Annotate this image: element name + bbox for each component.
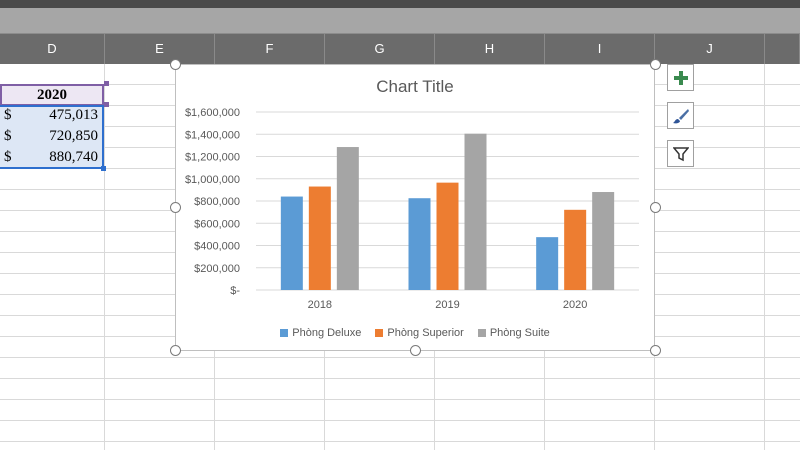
- column-header-h[interactable]: H: [435, 34, 545, 64]
- legend-label: Phòng Superior: [387, 327, 464, 339]
- legend-label: Phòng Deluxe: [292, 327, 362, 339]
- chart-filters-button[interactable]: [667, 140, 694, 167]
- column-header-k[interactable]: [765, 34, 800, 64]
- legend-label: Phòng Suite: [489, 327, 550, 339]
- chart-area[interactable]: Chart Title $- $200,000 $400,000 $600,000 $8…: [175, 64, 655, 351]
- row-gridline: [0, 357, 800, 358]
- resize-handle-top-left[interactable]: [170, 59, 181, 70]
- y-tick-label: $600,000: [194, 218, 240, 230]
- bar[interactable]: [536, 237, 559, 290]
- legend-item-superior: Phòng Superior: [375, 327, 464, 339]
- currency-symbol: $: [4, 128, 12, 144]
- y-tick-label: $800,000: [194, 196, 240, 208]
- y-tick-label: $1,000,000: [185, 174, 240, 186]
- cell-value-row[interactable]: $ 720,850: [0, 127, 104, 148]
- resize-handle-top-right[interactable]: [650, 59, 661, 70]
- year-header-text: 2020: [37, 87, 67, 103]
- resize-handle-left[interactable]: [170, 202, 181, 213]
- row-gridline: [0, 378, 800, 379]
- selection-range: [0, 105, 104, 169]
- bar[interactable]: [436, 182, 459, 290]
- plot-area: $- $200,000 $400,000 $600,000 $800,000 $1,000…: [185, 107, 639, 311]
- column-label: E: [155, 41, 164, 56]
- window-top-bar: [0, 0, 800, 8]
- y-tick-label: $1,600,000: [185, 107, 240, 119]
- bar[interactable]: [280, 196, 303, 290]
- column-header-f[interactable]: F: [215, 34, 325, 64]
- chart-title[interactable]: Chart Title: [376, 77, 454, 96]
- bar[interactable]: [308, 186, 331, 290]
- legend-swatch: [375, 329, 384, 337]
- y-tick-label: $-: [230, 285, 240, 297]
- filter-icon: [672, 146, 689, 161]
- column-gridline: [104, 64, 105, 450]
- y-tick-label: $1,200,000: [185, 152, 240, 164]
- cell-value: 475,013: [49, 107, 98, 123]
- legend-swatch: [280, 329, 289, 337]
- column-label: I: [597, 41, 602, 56]
- x-tick-label: 2020: [563, 299, 587, 311]
- brush-icon: [672, 108, 689, 123]
- bar[interactable]: [408, 198, 431, 290]
- cell-value: 720,850: [49, 128, 98, 144]
- x-tick-label: 2018: [308, 299, 332, 311]
- row-gridline: [0, 441, 800, 442]
- resize-handle-bottom-left[interactable]: [170, 345, 181, 356]
- bar[interactable]: [336, 147, 359, 290]
- y-tick-label: $200,000: [194, 263, 240, 275]
- row-gridline: [0, 420, 800, 421]
- currency-symbol: $: [4, 149, 12, 165]
- bar[interactable]: [564, 209, 587, 290]
- column-label: H: [484, 41, 495, 56]
- cell-value: 880,740: [49, 149, 98, 165]
- selection-handle[interactable]: [104, 102, 109, 107]
- y-tick-label: $1,400,000: [185, 129, 240, 141]
- column-header-g[interactable]: G: [325, 34, 435, 64]
- x-tick-label: 2019: [435, 299, 459, 311]
- column-header-j[interactable]: J: [655, 34, 765, 64]
- bar[interactable]: [464, 133, 487, 290]
- formula-bar-area: [0, 8, 800, 34]
- fill-handle[interactable]: [101, 166, 106, 171]
- chart-legend[interactable]: Phòng Deluxe Phòng Superior Phòng Suite: [176, 327, 654, 339]
- resize-handle-right[interactable]: [650, 202, 661, 213]
- column-header-d[interactable]: D: [0, 34, 105, 64]
- row-gridline: [0, 399, 800, 400]
- currency-symbol: $: [4, 107, 12, 123]
- bar[interactable]: [592, 192, 615, 290]
- column-gridline: [764, 64, 765, 450]
- cell-year-header[interactable]: 2020: [0, 84, 104, 106]
- chart-styles-button[interactable]: [667, 102, 694, 129]
- column-header-i[interactable]: I: [545, 34, 655, 64]
- resize-handle-bottom-right[interactable]: [650, 345, 661, 356]
- legend-swatch: [477, 329, 486, 337]
- column-header-e[interactable]: E: [105, 34, 215, 64]
- y-tick-label: $400,000: [194, 241, 240, 253]
- column-label: J: [706, 41, 713, 56]
- legend-item-deluxe: Phòng Deluxe: [280, 327, 361, 339]
- cell-value-row[interactable]: $ 880,740: [0, 148, 104, 169]
- column-label: G: [374, 41, 385, 56]
- plus-icon: [673, 70, 688, 85]
- column-label: F: [265, 41, 274, 56]
- chart-elements-button[interactable]: [667, 64, 694, 91]
- column-label: D: [47, 41, 57, 56]
- legend-item-suite: Phòng Suite: [477, 327, 550, 339]
- selection-handle[interactable]: [104, 81, 109, 86]
- cell-value-row[interactable]: $ 475,013: [0, 106, 104, 127]
- resize-handle-bottom[interactable]: [410, 345, 421, 356]
